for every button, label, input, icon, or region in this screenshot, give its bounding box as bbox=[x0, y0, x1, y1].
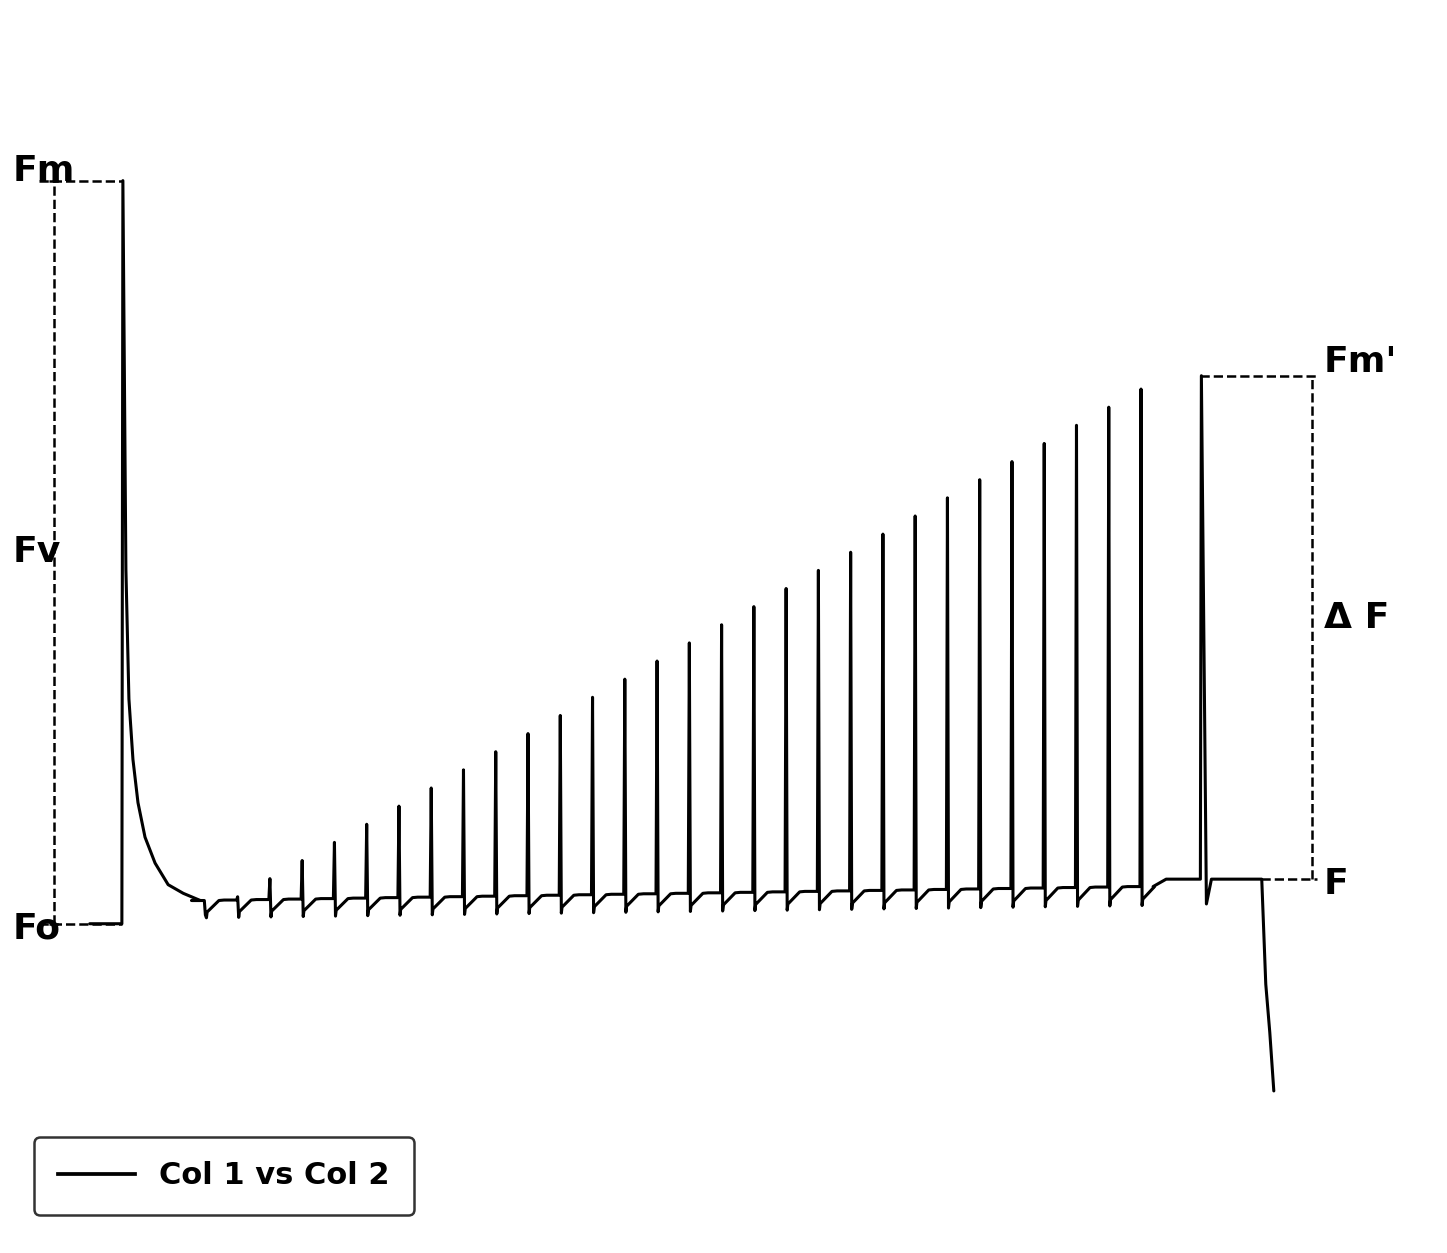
Text: Fm: Fm bbox=[12, 154, 75, 188]
Text: Fv: Fv bbox=[12, 535, 61, 569]
Text: Fm': Fm' bbox=[1324, 345, 1398, 378]
Text: Δ F: Δ F bbox=[1324, 601, 1389, 635]
Text: F: F bbox=[1324, 867, 1349, 901]
Text: Fo: Fo bbox=[12, 911, 61, 945]
Legend: Col 1 vs Col 2: Col 1 vs Col 2 bbox=[33, 1136, 414, 1215]
